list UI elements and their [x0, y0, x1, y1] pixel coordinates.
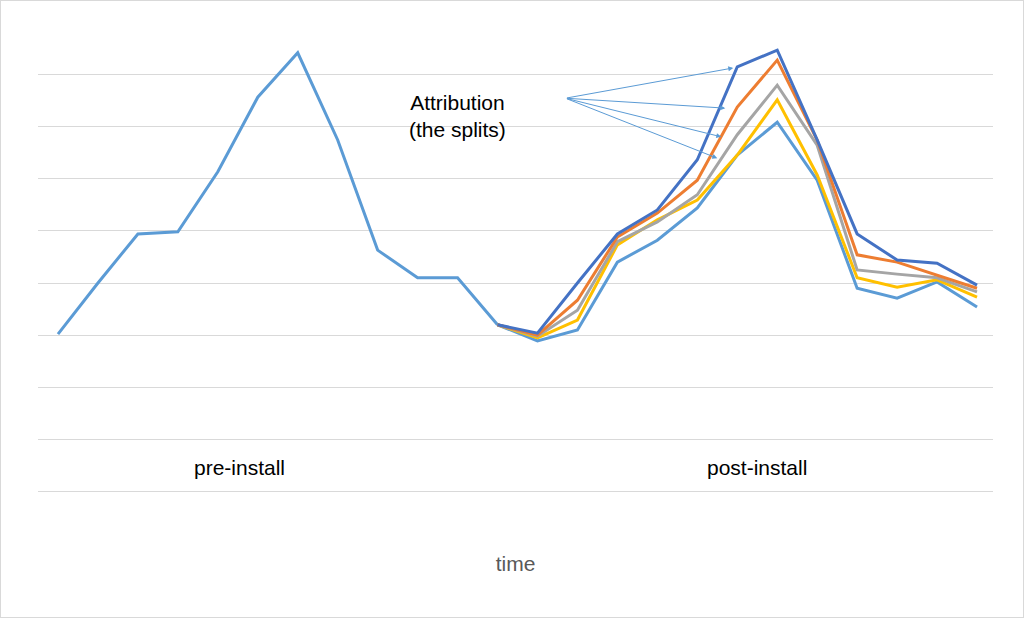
- svg-text:time: time: [496, 552, 536, 575]
- svg-text:Attribution(the splits): Attribution(the splits): [409, 91, 506, 141]
- svg-text:pre-install: pre-install: [194, 456, 285, 479]
- svg-text:post-install: post-install: [707, 456, 807, 479]
